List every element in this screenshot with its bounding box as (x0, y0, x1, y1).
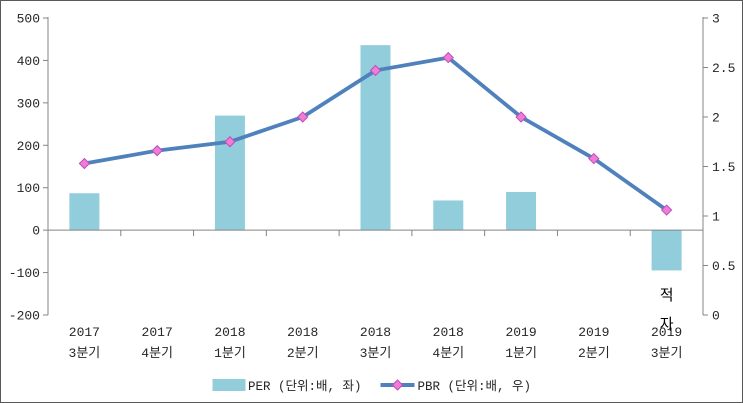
x-axis-label-quarter: 2분기 (287, 346, 319, 361)
x-axis-label-quarter: 4분기 (141, 346, 173, 361)
pbr-marker (297, 111, 309, 123)
right-axis-tick-label: 0.5 (712, 259, 735, 274)
legend-item-per: PER (단위:배, 좌) (211, 375, 362, 394)
per-bar (651, 230, 682, 271)
x-axis-label-quarter: 3분기 (69, 346, 101, 361)
deficit-label: 적 (660, 287, 674, 305)
x-axis-label-quarter: 1분기 (214, 346, 246, 361)
x-axis-label-quarter: 4분기 (432, 346, 464, 361)
pbr-marker (224, 136, 236, 148)
x-axis-label-quarter: 2분기 (578, 346, 610, 361)
x-axis-label-year: 2018 (360, 325, 391, 340)
right-axis-tick-label: 3 (712, 12, 720, 27)
x-axis-label-quarter: 1분기 (505, 346, 537, 361)
left-axis-tick-label: 100 (17, 181, 40, 196)
pbr-marker (369, 64, 382, 77)
x-axis-label-year: 2019 (578, 325, 609, 340)
left-axis-tick-label: -200 (9, 309, 40, 324)
left-axis-tick-label: 500 (17, 12, 40, 27)
per-bar (69, 193, 100, 231)
legend-label-per: PER (단위:배, 좌) (247, 380, 362, 394)
chart-legend: PER (단위:배, 좌) PBR (단위:배, 우) (211, 375, 532, 394)
pbr-diamond-icon (391, 378, 404, 391)
x-axis-label-year: 2018 (433, 325, 464, 340)
pbr-marker (515, 111, 527, 123)
pbr-marker (588, 152, 600, 165)
pbr-marker (660, 204, 673, 216)
x-axis-label-year: 2017 (69, 325, 100, 340)
legend-label-pbr: PBR (단위:배, 우) (417, 380, 532, 394)
deficit-label: 자 (660, 316, 674, 334)
left-axis-tick-label: 200 (17, 139, 40, 154)
left-axis-tick-label: -100 (9, 266, 40, 281)
legend-item-pbr: PBR (단위:배, 우) (380, 375, 532, 394)
right-axis-tick-label: 2.5 (712, 61, 735, 76)
x-axis-label-year: 2019 (651, 325, 682, 340)
right-axis-tick-label: 2 (712, 111, 720, 126)
pbr-marker (151, 144, 163, 157)
pbr-swatch (380, 378, 415, 391)
x-axis-label-year: 2017 (142, 325, 173, 340)
left-axis-tick-label: 0 (32, 224, 40, 239)
right-axis-tick-label: 0 (712, 309, 720, 324)
right-axis-tick-label: 1 (712, 210, 720, 225)
x-axis-label-year: 2018 (287, 325, 318, 340)
pbr-marker (78, 157, 91, 170)
per-bar (214, 115, 245, 231)
per-bar (433, 200, 464, 231)
left-axis-tick-label: 400 (17, 54, 40, 69)
per-bar (506, 191, 537, 231)
x-axis-label-year: 2018 (214, 325, 245, 340)
x-axis-label-year: 2019 (505, 325, 536, 340)
pbr-marker (442, 51, 454, 64)
per-swatch (211, 378, 245, 391)
x-axis-label-quarter: 3분기 (360, 346, 392, 361)
left-axis-tick-label: 300 (17, 96, 40, 111)
x-axis-label-quarter: 3분기 (651, 346, 683, 361)
right-axis-tick-label: 1.5 (712, 160, 735, 175)
